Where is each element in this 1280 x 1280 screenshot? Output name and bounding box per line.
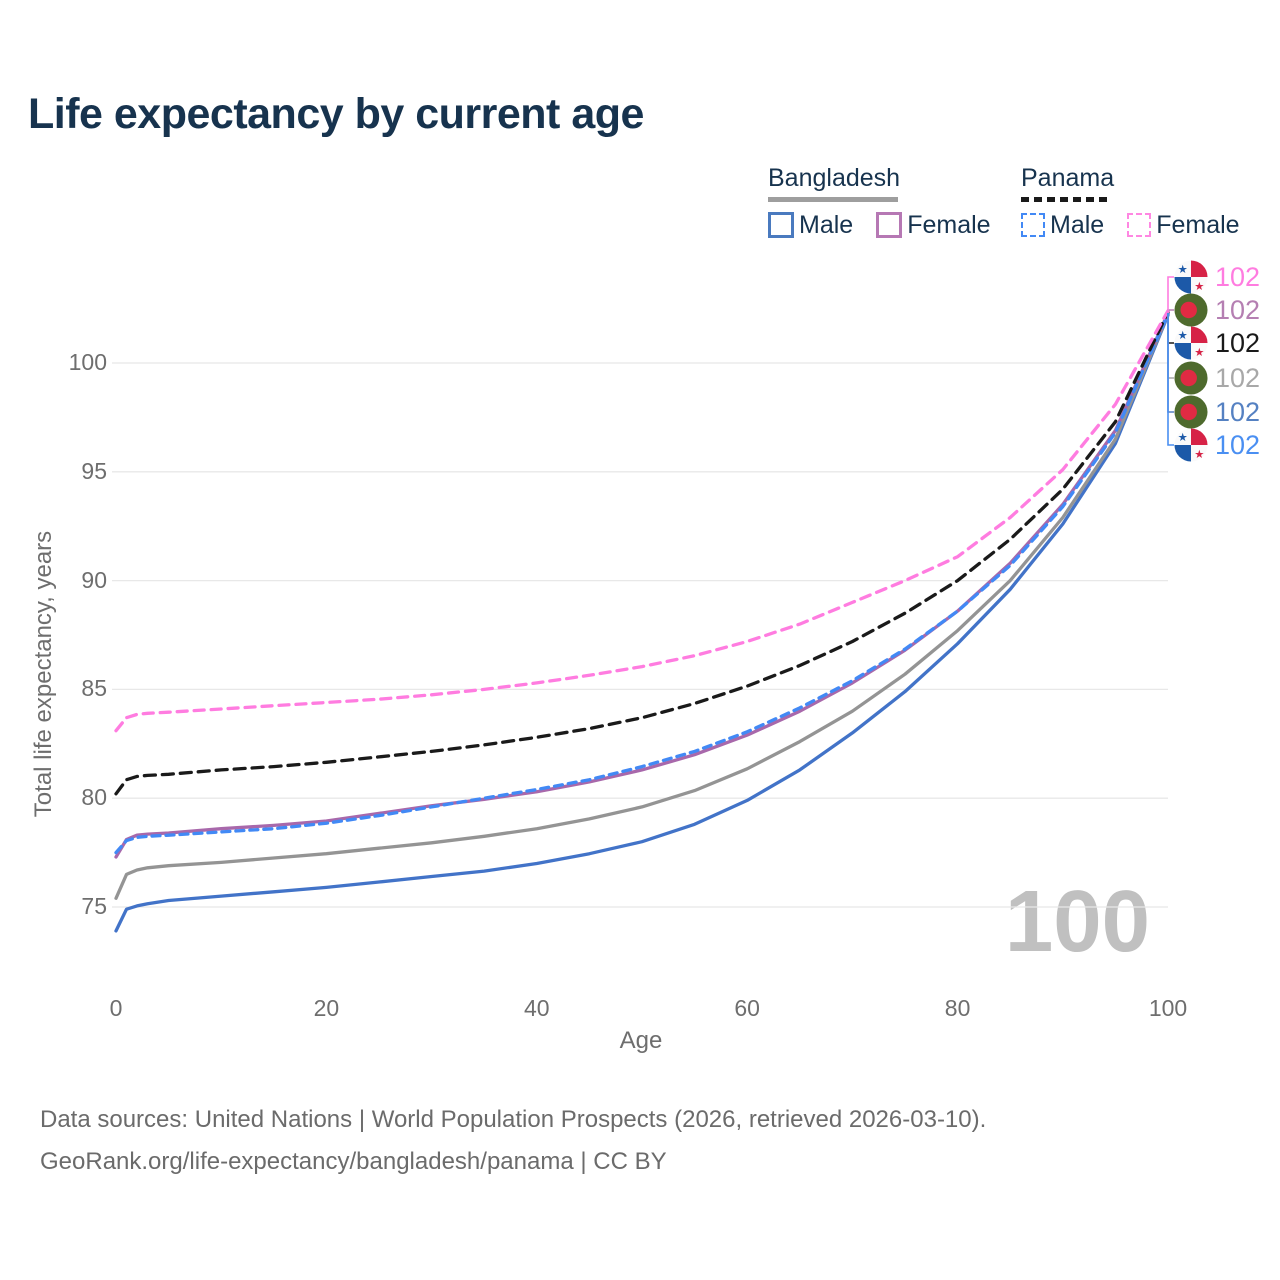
legend-country-panama[interactable]: Panama [1021, 164, 1115, 192]
svg-text:★: ★ [1194, 279, 1204, 293]
end-label-row-bangladesh-both-sexes: 102 [1174, 361, 1260, 395]
bangladesh-flag-icon [1174, 361, 1208, 395]
end-label-row-bangladesh-male: 102 [1174, 395, 1260, 429]
panama-flag-icon: ★ ★ [1174, 326, 1208, 360]
end-label-row-panama-both-sexes: ★ ★ 102 [1174, 326, 1260, 360]
series-end-value: 102 [1215, 328, 1261, 358]
end-label-row-panama-male: ★ ★ 102 [1174, 428, 1260, 462]
legend-label-bangladesh-female: Female [907, 210, 991, 239]
bangladesh-flag-icon [1174, 293, 1208, 327]
y-tick-label-95: 95 [81, 457, 107, 484]
panama-female-swatch-icon [1127, 213, 1152, 237]
x-tick-label-40: 40 [524, 995, 550, 1021]
leader-line-panama-male [1167, 312, 1174, 446]
y-axis-title: Total life expectancy, years [30, 530, 57, 818]
y-tick-label-85: 85 [81, 675, 107, 702]
page-title: Life expectancy by current age [28, 90, 644, 138]
panama-flag-icon: ★ ★ [1174, 428, 1208, 462]
x-tick-label-0: 0 [109, 995, 123, 1021]
bangladesh-solid-line-swatch [768, 197, 898, 202]
leader-line-panama-female [1167, 276, 1174, 313]
data-sources-text: Data sources: United Nations | World Pop… [40, 1106, 987, 1133]
y-tick-label-90: 90 [81, 566, 107, 593]
bangladesh-male-swatch-icon [768, 212, 794, 238]
x-tick-label-80: 80 [944, 995, 971, 1021]
legend-label-panama-male: Male [1050, 210, 1105, 239]
bangladesh-flag-icon [1174, 395, 1208, 429]
svg-text:★: ★ [1194, 345, 1204, 359]
series-end-value: 102 [1215, 397, 1261, 427]
legend-item-bangladesh-male[interactable]: Male [768, 211, 853, 240]
svg-text:★: ★ [1178, 328, 1188, 342]
legend-label-panama-female: Female [1156, 210, 1240, 239]
x-tick-label-20: 20 [313, 995, 340, 1021]
attribution-link-text: GeoRank.org/life-expectancy/bangladesh/p… [40, 1148, 667, 1175]
panama-male-swatch-icon [1021, 213, 1045, 237]
age-hover-indicator: 100 [1004, 873, 1150, 970]
series-line-panama-male[interactable] [114, 312, 1170, 855]
series-line-panama-both-sexes[interactable] [114, 310, 1170, 796]
x-tick-label-100: 100 [1148, 995, 1188, 1021]
legend-group-bangladesh: Bangladesh Male Female [768, 164, 998, 240]
end-label-row-bangladesh-female: 102 [1174, 293, 1260, 327]
series-end-value: 102 [1215, 295, 1261, 325]
panama-dashed-line-swatch [1021, 197, 1111, 202]
series-line-bangladesh-both-sexes[interactable] [114, 312, 1170, 900]
svg-text:★: ★ [1178, 262, 1188, 276]
leader-line-panama-both-sexes [1167, 312, 1174, 344]
legend-item-panama-female[interactable]: Female [1127, 210, 1240, 240]
svg-text:★: ★ [1194, 447, 1204, 461]
legend-item-bangladesh-female[interactable]: Female [876, 210, 991, 240]
end-label-row-panama-female: ★ ★ 102 [1174, 260, 1260, 294]
panama-flag-icon: ★ ★ [1174, 260, 1208, 294]
legend-group-panama: Panama Male Female [1021, 164, 1251, 240]
series-line-bangladesh-male[interactable] [114, 313, 1170, 933]
y-tick-label-80: 80 [81, 784, 107, 811]
y-tick-label-75: 75 [81, 893, 107, 919]
series-line-bangladesh-female[interactable] [114, 311, 1170, 859]
legend-country-bangladesh[interactable]: Bangladesh [768, 164, 901, 192]
leader-line-bangladesh-male [1167, 312, 1174, 413]
series-end-value: 102 [1215, 262, 1261, 292]
x-tick-label-60: 60 [734, 995, 760, 1021]
legend-label-bangladesh-male: Male [799, 210, 854, 239]
series-end-value: 102 [1215, 363, 1261, 393]
legend-item-panama-male[interactable]: Male [1021, 211, 1104, 240]
series-line-panama-female[interactable] [114, 309, 1170, 733]
x-axis-title: Age [619, 1027, 663, 1054]
bangladesh-female-swatch-icon [876, 212, 903, 238]
series-end-value: 102 [1215, 430, 1261, 460]
leader-line-bangladesh-both-sexes [1167, 312, 1174, 379]
y-tick-label-100: 100 [68, 349, 107, 375]
svg-text:★: ★ [1178, 430, 1188, 444]
